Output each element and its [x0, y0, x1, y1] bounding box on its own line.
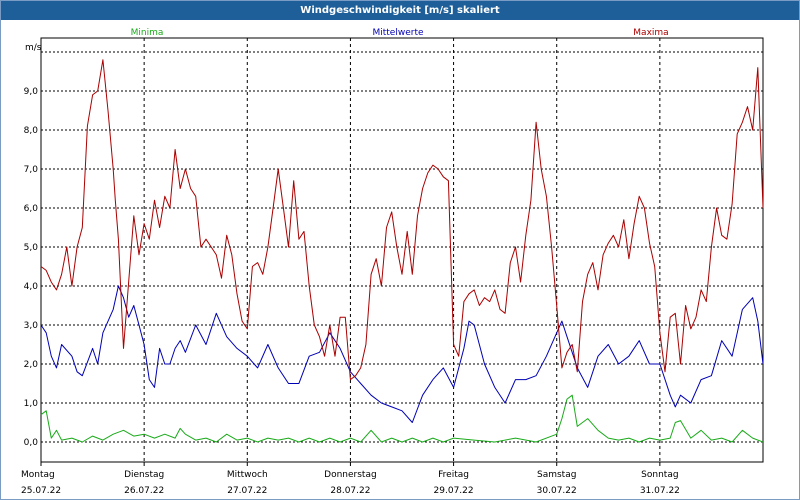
y-tick-label: 2,0: [24, 360, 39, 370]
series-minima-line: [40, 394, 764, 443]
series-mittelwerte-line: [40, 285, 764, 423]
series-maxima-line: [40, 59, 764, 381]
x-tick-day: Montag: [21, 470, 55, 480]
y-tick-label: 8,0: [24, 126, 39, 136]
y-tick-label: 0,0: [24, 438, 39, 448]
x-tick-day: Mittwoch: [227, 470, 268, 480]
x-axis-ticks: Montag 25.07.22 Dienstag 26.07.22 Mittwoch 27…: [21, 462, 680, 496]
y-tick-label: 9,0: [24, 87, 39, 97]
x-tick-date: 27.07.22: [227, 486, 267, 496]
x-tick-day: Donnerstag: [324, 470, 377, 480]
x-tick-date: 25.07.22: [21, 486, 61, 496]
legend-minima: Minima: [131, 28, 164, 38]
x-tick-date: 30.07.22: [537, 486, 577, 496]
grid-lines: [41, 38, 763, 462]
y-axis-ticks: 0,0 1,0 2,0 3,0 4,0 5,0 6,0 7,0 8,0 9,0: [24, 87, 39, 448]
x-tick-date: 26.07.22: [124, 486, 164, 496]
x-tick-day: Freitag: [438, 470, 469, 480]
y-tick-label: 1,0: [24, 399, 39, 409]
y-axis-unit: m/s: [25, 43, 42, 53]
axes: [40, 37, 764, 463]
legend-maxima: Maxima: [633, 28, 668, 38]
x-tick-day: Samstag: [537, 470, 576, 480]
legend-mittelwerte: Mittelwerte: [372, 28, 423, 38]
x-tick-day: Sonntag: [641, 470, 678, 480]
y-tick-label: 7,0: [24, 165, 39, 175]
x-tick-day: Dienstag: [124, 470, 164, 480]
x-tick-date: 31.07.22: [640, 486, 680, 496]
y-tick-label: 4,0: [24, 282, 39, 292]
y-tick-label: 3,0: [24, 321, 39, 331]
data-series: [40, 59, 764, 443]
plot-border: [40, 37, 764, 463]
x-tick-date: 28.07.22: [330, 486, 370, 496]
window-title: Windgeschwindigkeit [m/s] skaliert: [1, 1, 799, 20]
y-tick-label: 6,0: [24, 204, 39, 214]
y-tick-label: 5,0: [24, 243, 39, 253]
x-tick-date: 29.07.22: [434, 486, 474, 496]
